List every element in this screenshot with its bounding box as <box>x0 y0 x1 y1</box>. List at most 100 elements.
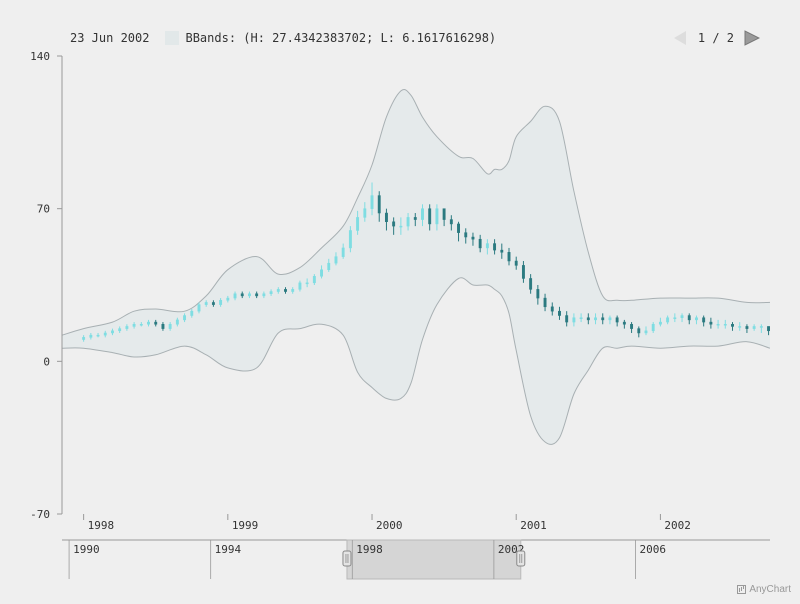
candle-body[interactable] <box>197 304 201 312</box>
candle[interactable] <box>154 319 158 327</box>
candle[interactable] <box>118 326 122 333</box>
candle[interactable] <box>485 239 489 255</box>
candle[interactable] <box>529 274 533 294</box>
candle-body[interactable] <box>630 324 634 329</box>
candle-body[interactable] <box>291 289 295 292</box>
candle[interactable] <box>630 322 634 333</box>
candle[interactable] <box>594 313 597 325</box>
candle[interactable] <box>320 265 324 279</box>
candle-body[interactable] <box>428 208 432 225</box>
candle[interactable] <box>377 191 381 222</box>
candle[interactable] <box>687 313 691 325</box>
candle-body[interactable] <box>82 337 86 340</box>
candle-body[interactable] <box>183 315 187 321</box>
candle[interactable] <box>637 326 641 338</box>
candle-body[interactable] <box>500 249 504 253</box>
candle[interactable] <box>175 317 179 327</box>
candle[interactable] <box>399 217 403 235</box>
candle[interactable] <box>183 313 187 323</box>
credits[interactable]: AnyChart <box>737 584 791 595</box>
candle-body[interactable] <box>226 297 230 301</box>
candle[interactable] <box>111 328 114 336</box>
candle-body[interactable] <box>89 334 93 338</box>
bbands-range-area[interactable] <box>62 89 770 445</box>
candle[interactable] <box>493 239 497 255</box>
candle[interactable] <box>702 315 706 327</box>
candle-body[interactable] <box>363 208 367 218</box>
candle[interactable] <box>514 256 518 270</box>
candle[interactable] <box>421 204 424 227</box>
candle-body[interactable] <box>608 317 612 321</box>
candle-body[interactable] <box>377 195 381 214</box>
candle-body[interactable] <box>731 324 734 327</box>
prev-page-icon[interactable] <box>672 30 688 46</box>
candle[interactable] <box>449 215 453 231</box>
candle[interactable] <box>658 317 662 327</box>
candle[interactable] <box>622 319 626 329</box>
candle[interactable] <box>428 204 432 231</box>
bbands-lower-line[interactable] <box>62 277 770 445</box>
candle[interactable] <box>197 302 201 314</box>
candle[interactable] <box>262 291 266 299</box>
candle-body[interactable] <box>190 310 194 316</box>
candle-body[interactable] <box>637 328 641 334</box>
candle[interactable] <box>572 313 576 327</box>
candle-body[interactable] <box>154 321 158 325</box>
candle[interactable] <box>161 322 165 331</box>
candle[interactable] <box>471 232 475 246</box>
candle-body[interactable] <box>132 324 136 327</box>
candle[interactable] <box>507 247 511 266</box>
candle[interactable] <box>255 291 259 299</box>
candle-body[interactable] <box>413 217 417 220</box>
candle-body[interactable] <box>298 282 302 290</box>
candle-body[interactable] <box>240 293 244 297</box>
candle[interactable] <box>190 308 194 318</box>
candle-body[interactable] <box>601 317 605 321</box>
candle-body[interactable] <box>118 328 122 332</box>
candle[interactable] <box>406 213 410 231</box>
candle-body[interactable] <box>709 321 713 325</box>
candle[interactable] <box>370 182 374 216</box>
candle-body[interactable] <box>312 276 316 284</box>
candle[interactable] <box>435 204 439 231</box>
candle-body[interactable] <box>168 324 172 329</box>
candle-body[interactable] <box>269 291 273 294</box>
candle[interactable] <box>565 311 569 327</box>
candle-body[interactable] <box>493 243 497 251</box>
candle[interactable] <box>478 234 482 253</box>
candle-body[interactable] <box>457 223 460 233</box>
candle-body[interactable] <box>399 225 403 228</box>
candle-body[interactable] <box>723 324 727 326</box>
candle-body[interactable] <box>348 230 352 249</box>
candle[interactable] <box>356 210 360 235</box>
candle-body[interactable] <box>507 252 511 262</box>
candle-body[interactable] <box>327 262 331 270</box>
candle[interactable] <box>147 319 150 327</box>
candle[interactable] <box>89 332 93 340</box>
candle-body[interactable] <box>738 326 742 328</box>
candle-body[interactable] <box>103 332 107 336</box>
candle[interactable] <box>334 252 338 266</box>
candle-body[interactable] <box>284 289 287 292</box>
candle[interactable] <box>341 243 345 259</box>
candle[interactable] <box>284 287 287 294</box>
candle[interactable] <box>82 335 86 342</box>
candle[interactable] <box>731 322 734 331</box>
next-page-icon[interactable] <box>744 30 760 46</box>
candle-body[interactable] <box>514 260 518 266</box>
scroller[interactable]: 1990 1994 1998 2002 2006 <box>62 539 770 580</box>
candle[interactable] <box>457 221 460 242</box>
candle[interactable] <box>291 287 295 294</box>
scroller-thumb-body[interactable] <box>342 550 352 567</box>
candle-body[interactable] <box>658 321 662 325</box>
legend-label-bbands[interactable]: BBands: (H: 27.4342383702; L: 6.16176162… <box>185 31 497 45</box>
candle[interactable] <box>651 322 655 333</box>
candle[interactable] <box>240 291 244 299</box>
candle-body[interactable] <box>204 302 208 305</box>
candle[interactable] <box>464 228 468 244</box>
candle-body[interactable] <box>521 265 525 279</box>
candle-body[interactable] <box>334 256 338 264</box>
candle-body[interactable] <box>139 324 143 326</box>
candle-body[interactable] <box>579 317 583 319</box>
candle[interactable] <box>543 293 547 312</box>
